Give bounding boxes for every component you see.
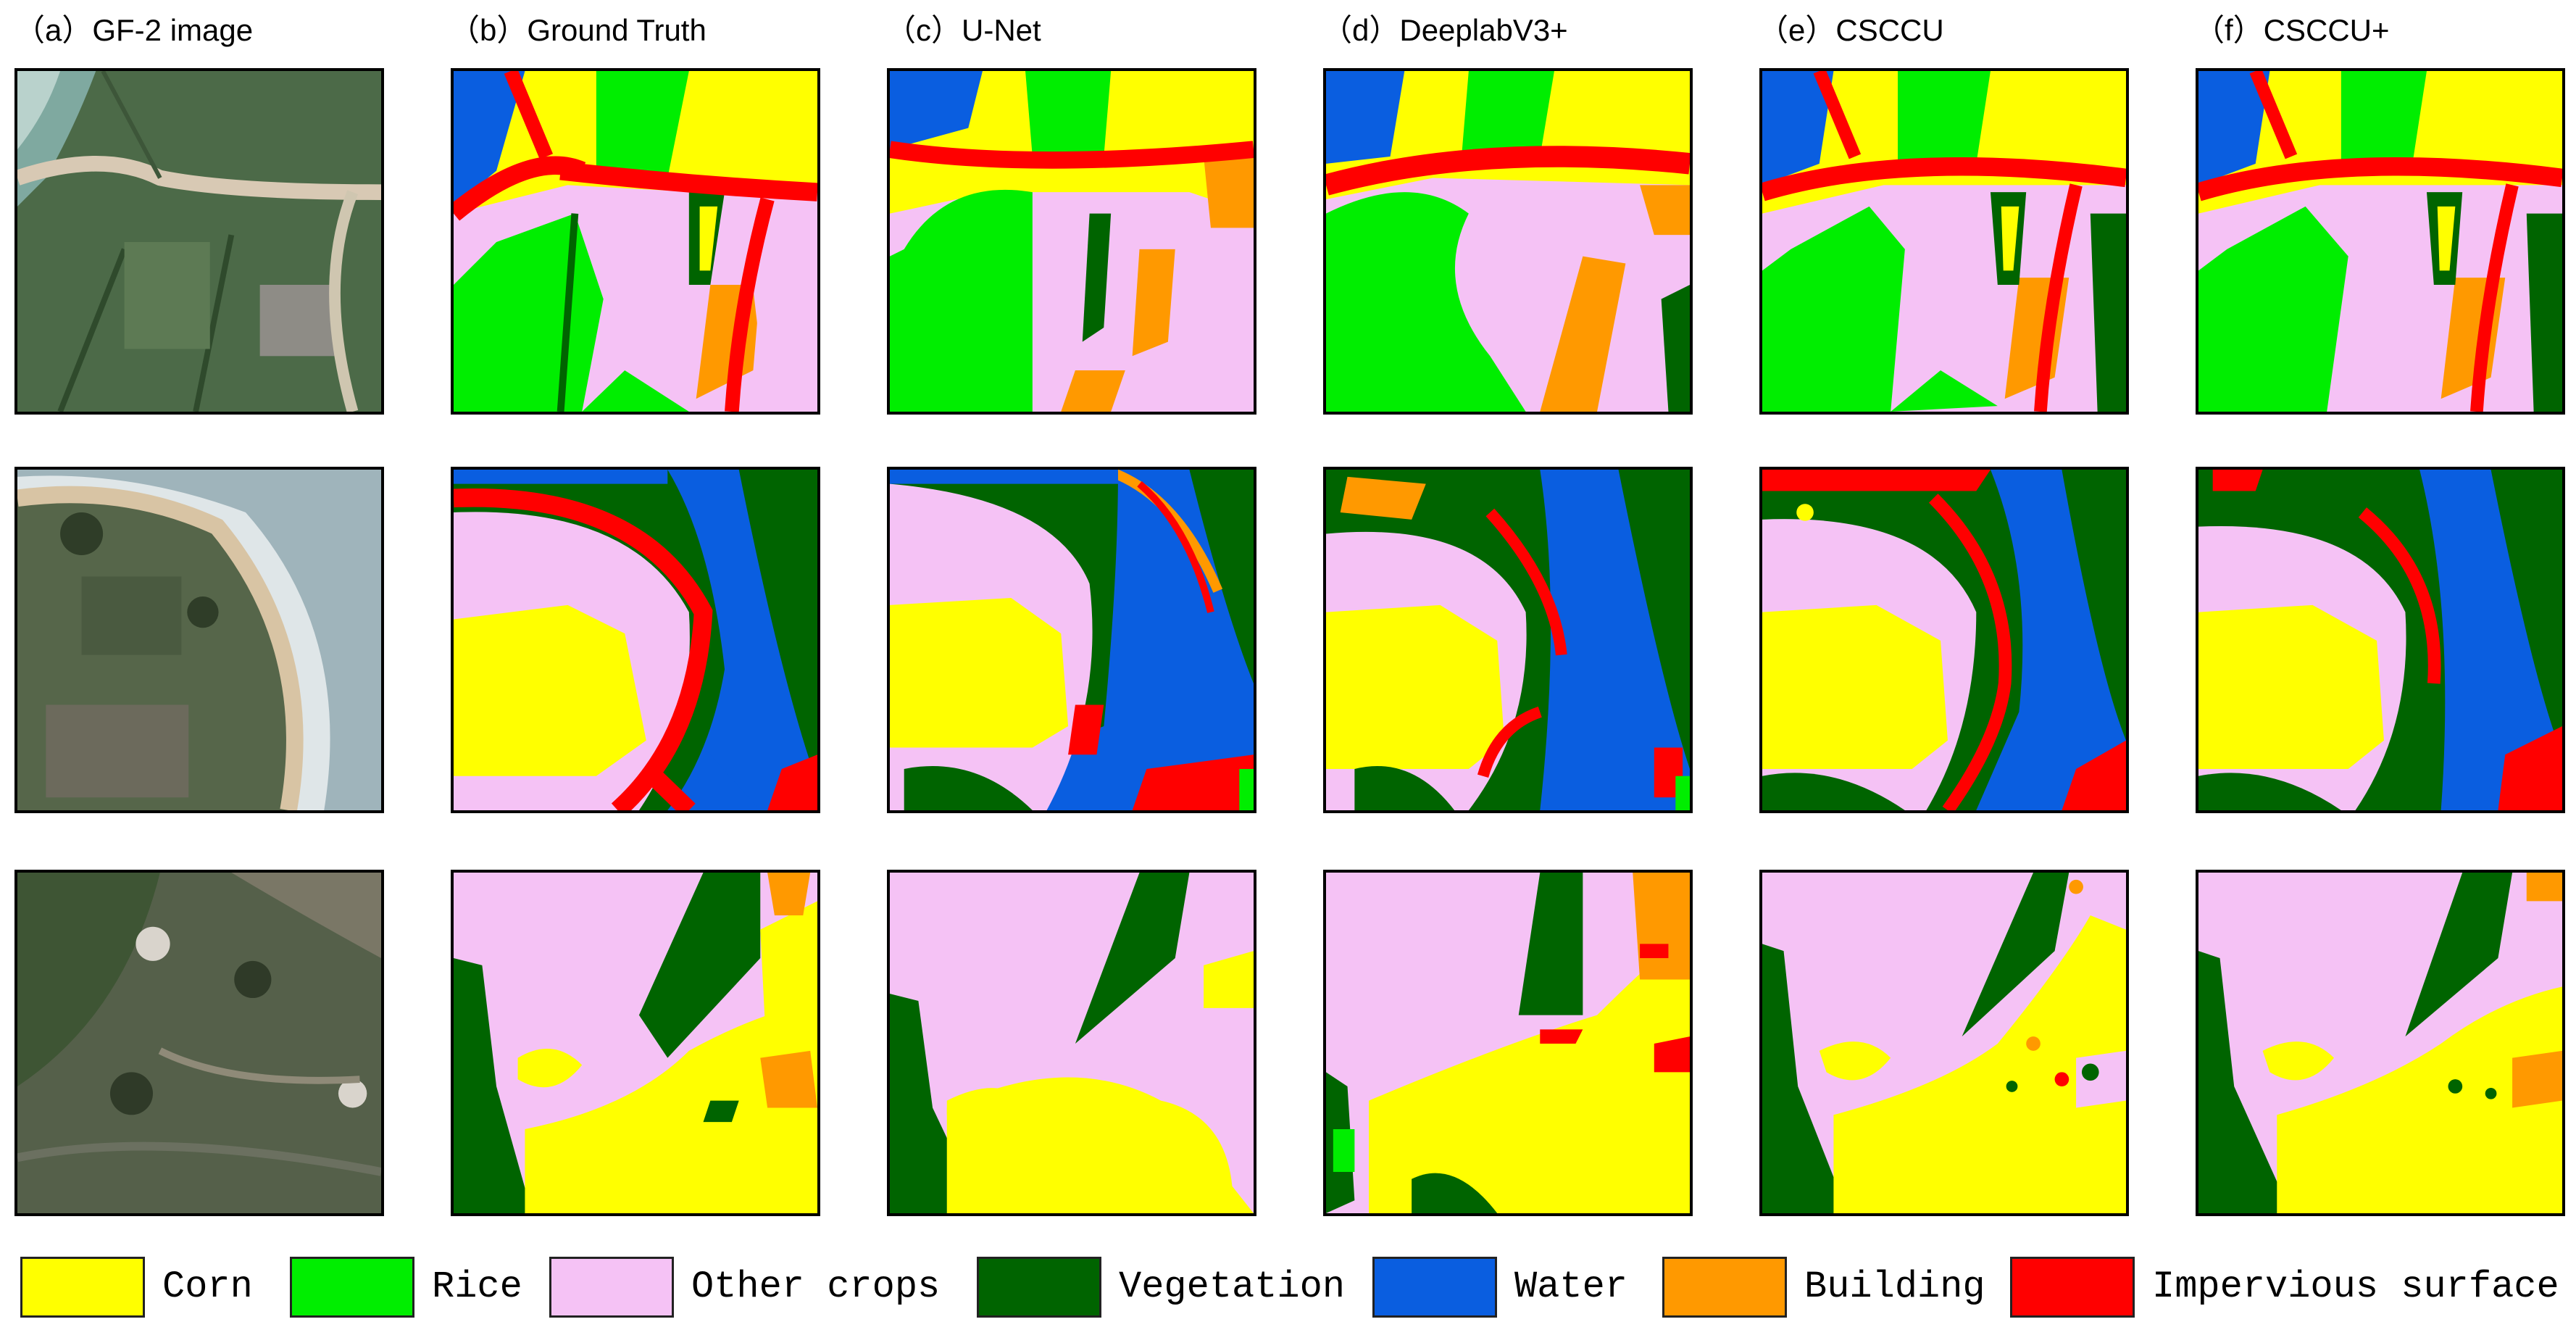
panel-row3-csccu [1759, 870, 2129, 1216]
column-title-ground-truth: （b）Ground Truth [449, 13, 706, 47]
panel-row2-deeplabv3 [1323, 467, 1693, 813]
column-title-deeplabv3: （d）DeeplabV3+ [1322, 13, 1568, 47]
panel-row3-csccu-plus [2196, 870, 2565, 1216]
panel-row3-deeplabv3 [1323, 870, 1693, 1216]
legend-label-other-crops: Other crops [691, 1265, 941, 1308]
panel-row1-csccu [1759, 68, 2129, 415]
legend-label-water: Water [1514, 1265, 1628, 1308]
panel-row3-unet [887, 870, 1256, 1216]
legend-label-building: Building [1804, 1265, 1985, 1308]
panel-row2-gf2-image [14, 467, 384, 813]
panel-row2-csccu-plus [2196, 467, 2565, 813]
panel-row1-ground-truth [451, 68, 820, 415]
legend-swatch-corn [20, 1257, 145, 1318]
panel-row2-ground-truth [451, 467, 820, 813]
panel-row1-csccu-plus [2196, 68, 2565, 415]
legend-swatch-water [1372, 1257, 1497, 1318]
column-title-csccu: （e）CSCCU [1758, 13, 1944, 47]
panel-row2-unet [887, 467, 1256, 813]
legend-label-vegetation: Vegetation [1119, 1265, 1346, 1308]
legend-label-impervious-surface: Impervious surface [2152, 1265, 2559, 1308]
panel-row1-unet [887, 68, 1256, 415]
legend-label-corn: Corn [162, 1265, 253, 1308]
panel-row3-gf2-image [14, 870, 384, 1216]
legend-swatch-building [1662, 1257, 1787, 1318]
legend-swatch-impervious-surface [2010, 1257, 2135, 1318]
column-title-csccu-plus: （f）CSCCU+ [2194, 13, 2390, 47]
column-title-gf2-image: （a）GF-2 image [14, 13, 254, 47]
legend-swatch-rice [290, 1257, 414, 1318]
panel-row3-ground-truth [451, 870, 820, 1216]
column-title-unet: （c）U-Net [885, 13, 1041, 47]
legend-label-rice: Rice [432, 1265, 522, 1308]
panel-row1-deeplabv3 [1323, 68, 1693, 415]
legend-swatch-other-crops [549, 1257, 674, 1318]
legend-swatch-vegetation [977, 1257, 1101, 1318]
panel-row1-gf2-image [14, 68, 384, 415]
panel-row2-csccu [1759, 467, 2129, 813]
